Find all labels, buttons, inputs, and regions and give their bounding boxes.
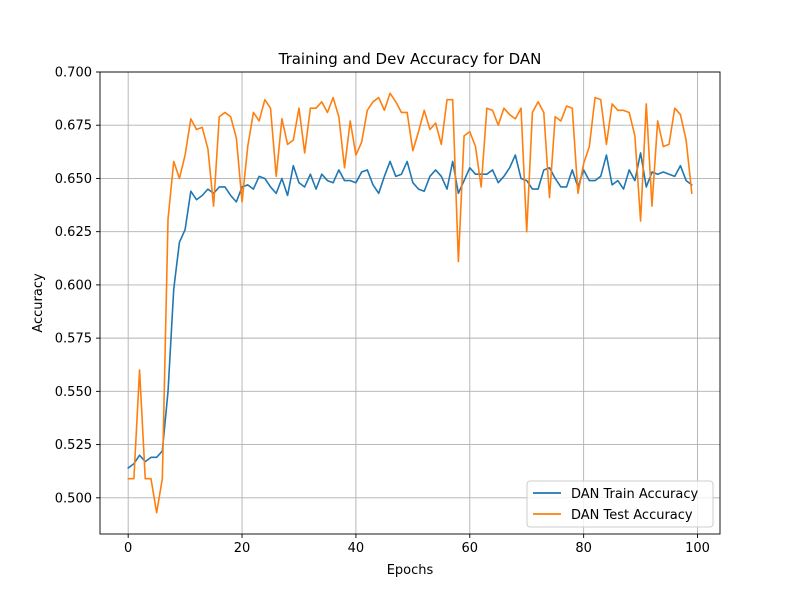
- x-tick-label: 60: [462, 541, 479, 556]
- y-axis-label: Accuracy: [31, 273, 46, 333]
- series-line-test-accuracy: [127, 92, 693, 514]
- y-tick-label: 0.700: [55, 66, 92, 81]
- y-tick-label: 0.650: [55, 172, 92, 187]
- x-tick-label: 80: [575, 541, 592, 556]
- y-tick-label: 0.500: [55, 491, 92, 506]
- legend-label-test: DAN Test Accuracy: [571, 508, 693, 523]
- x-tick-label: 40: [348, 541, 365, 556]
- legend-box: [526, 480, 714, 528]
- x-tick-label: 20: [234, 541, 251, 556]
- x-axis-label: Epochs: [387, 563, 434, 578]
- plot-frame: [99, 71, 721, 535]
- x-axis-ticks: 0 20 40 60 80 100: [124, 534, 710, 556]
- legend: DAN Train Accuracy DAN Test Accuracy: [526, 480, 714, 528]
- legend-label-train: DAN Train Accuracy: [571, 487, 699, 502]
- x-tick-label: 0: [124, 541, 132, 556]
- y-tick-label: 0.675: [55, 119, 92, 134]
- y-tick-label: 0.575: [55, 332, 92, 347]
- y-axis-ticks: 0.500 0.525 0.550 0.575 0.600 0.625 0.650 0.675…: [55, 66, 100, 506]
- y-tick-label: 0.525: [55, 438, 92, 453]
- y-tick-label: 0.600: [55, 278, 92, 293]
- x-tick-label: 100: [685, 541, 710, 556]
- series-layer: [127, 92, 693, 514]
- chart-title: Training and Dev Accuracy for DAN: [278, 50, 542, 68]
- y-tick-label: 0.625: [55, 225, 92, 240]
- y-tick-label: 0.550: [55, 385, 92, 400]
- series-line-train-accuracy: [127, 152, 693, 469]
